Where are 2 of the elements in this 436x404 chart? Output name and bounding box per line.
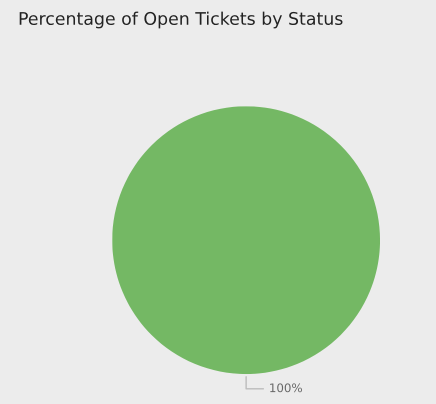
data-label: 100% bbox=[270, 383, 302, 392]
chart-title: Percentage of Open Tickets by Status bbox=[20, 12, 342, 28]
